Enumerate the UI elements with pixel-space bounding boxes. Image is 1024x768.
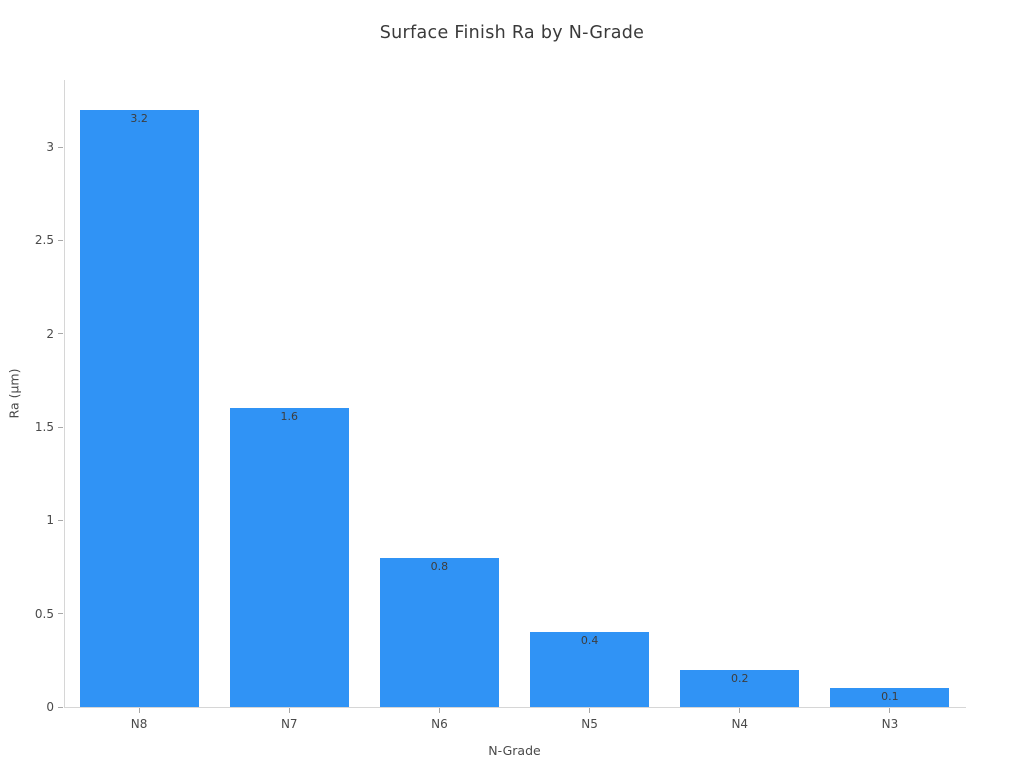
bar — [79, 109, 199, 707]
y-tick-mark — [58, 426, 63, 428]
bar-value-label: 3.2 — [130, 111, 148, 125]
y-tick-mark — [58, 239, 63, 241]
x-tick-label: N4 — [731, 717, 749, 731]
x-tick-label: N7 — [280, 717, 298, 731]
bar-value-label: 0.8 — [430, 559, 449, 573]
y-tick-mark — [58, 706, 63, 708]
x-tick-mark — [438, 708, 440, 713]
y-tick-mark — [58, 613, 63, 615]
y-tick-label: 2.5 — [34, 233, 54, 248]
y-tick-label: 3 — [46, 140, 54, 155]
x-tick-mark — [288, 708, 290, 713]
x-tick-label: N5 — [581, 717, 598, 731]
chart-title: Surface Finish Ra by N-Grade — [379, 23, 645, 43]
bar-value-label: 0.2 — [731, 671, 749, 685]
y-tick-mark — [58, 146, 63, 148]
y-tick-label: 0.5 — [34, 606, 54, 621]
plot-area — [64, 80, 966, 708]
bar — [830, 688, 950, 707]
bar — [379, 557, 499, 707]
bar — [530, 632, 650, 707]
bar — [229, 408, 349, 707]
y-tick-mark — [58, 519, 63, 521]
x-tick-label: N3 — [881, 717, 899, 731]
x-axis-title: N-Grade — [488, 743, 541, 758]
x-tick-label: N8 — [130, 717, 148, 731]
bar-value-label: 0.4 — [580, 634, 599, 648]
y-tick-mark — [58, 333, 63, 335]
x-tick-mark — [739, 708, 741, 713]
x-tick-mark — [138, 708, 140, 713]
x-tick-label: N6 — [431, 717, 448, 731]
y-tick-label: 1 — [46, 513, 54, 528]
bar-value-label: 0.1 — [881, 690, 899, 704]
y-tick-label: 0 — [46, 700, 54, 714]
x-tick-mark — [589, 708, 591, 713]
y-tick-label: 2 — [46, 326, 54, 341]
y-tick-label: 1.5 — [34, 420, 54, 435]
bar — [680, 669, 800, 707]
x-tick-mark — [889, 708, 891, 713]
bar-value-label: 1.6 — [280, 410, 299, 424]
